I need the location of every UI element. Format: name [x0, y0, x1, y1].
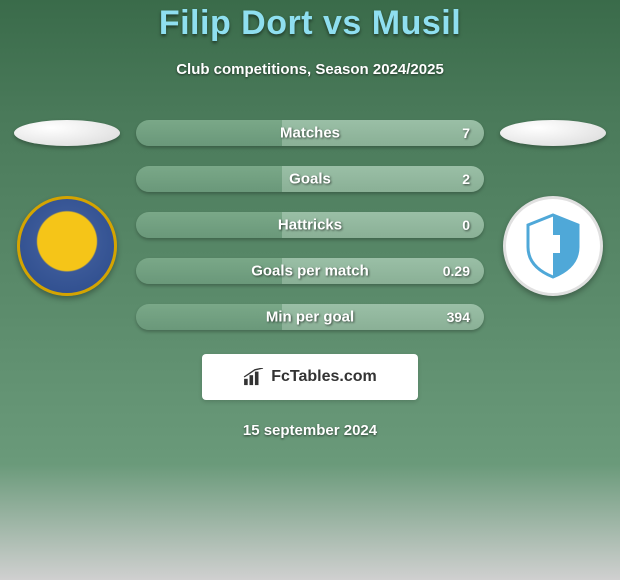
- page-title: Filip Dort vs Musil: [159, 4, 461, 43]
- stat-value-right: 2: [462, 171, 470, 187]
- stat-value-right: 0.29: [443, 263, 470, 279]
- date-text: 15 september 2024: [243, 422, 377, 439]
- stat-fill-left: [136, 304, 282, 330]
- stat-fill-left: [136, 212, 282, 238]
- stats-list: Matches 7 Goals 2 Hattricks 0 Goals per match 0…: [136, 120, 484, 330]
- stat-row: Hattricks 0: [136, 212, 484, 238]
- branding-text: FcTables.com: [271, 368, 377, 386]
- subtitle: Club competitions, Season 2024/2025: [176, 61, 444, 78]
- stat-row: Min per goal 394: [136, 304, 484, 330]
- stats-wrap: Matches 7 Goals 2 Hattricks 0 Goals per match 0…: [0, 120, 620, 330]
- stat-label: Goals: [289, 171, 331, 188]
- stat-label: Min per goal: [266, 309, 354, 326]
- club-badge-right: [503, 196, 603, 296]
- player-left-col: [14, 120, 120, 296]
- stat-fill-left: [136, 166, 282, 192]
- stat-label: Matches: [280, 125, 340, 142]
- player-right-col: [500, 120, 606, 296]
- stat-label: Goals per match: [251, 263, 369, 280]
- stat-label: Hattricks: [278, 217, 342, 234]
- stat-row: Matches 7: [136, 120, 484, 146]
- club-badge-left: [17, 196, 117, 296]
- stat-value-right: 0: [462, 217, 470, 233]
- stat-value-right: 394: [447, 309, 470, 325]
- shield-icon: [518, 211, 588, 281]
- player-avatar-left: [14, 120, 120, 146]
- chart-icon: [243, 368, 265, 386]
- branding-box[interactable]: FcTables.com: [202, 354, 418, 400]
- player-avatar-right: [500, 120, 606, 146]
- comparison-card: Filip Dort vs Musil Club competitions, S…: [0, 0, 620, 580]
- stat-row: Goals 2: [136, 166, 484, 192]
- stat-row: Goals per match 0.29: [136, 258, 484, 284]
- stat-fill-left: [136, 120, 282, 146]
- stat-value-right: 7: [462, 125, 470, 141]
